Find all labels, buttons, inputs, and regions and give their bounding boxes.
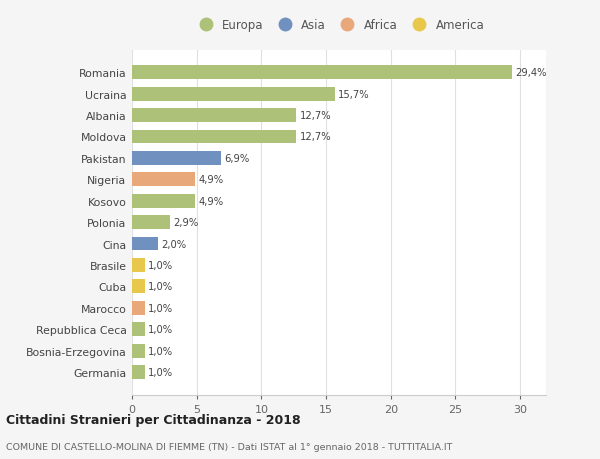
- Text: 2,9%: 2,9%: [173, 218, 198, 228]
- Bar: [132, 194, 196, 208]
- Text: 1,0%: 1,0%: [148, 325, 173, 335]
- Bar: [132, 280, 145, 294]
- Bar: [132, 365, 145, 379]
- Text: 12,7%: 12,7%: [299, 132, 331, 142]
- Text: 1,0%: 1,0%: [148, 260, 173, 270]
- Text: 1,0%: 1,0%: [148, 346, 173, 356]
- Legend: Europa, Asia, Africa, America: Europa, Asia, Africa, America: [190, 15, 488, 35]
- Text: COMUNE DI CASTELLO-MOLINA DI FIEMME (TN) - Dati ISTAT al 1° gennaio 2018 - TUTTI: COMUNE DI CASTELLO-MOLINA DI FIEMME (TN)…: [6, 442, 452, 451]
- Text: 6,9%: 6,9%: [224, 154, 250, 163]
- Bar: [132, 344, 145, 358]
- Text: 2,0%: 2,0%: [161, 239, 186, 249]
- Text: 4,9%: 4,9%: [199, 196, 224, 206]
- Bar: [132, 130, 296, 144]
- Text: 29,4%: 29,4%: [515, 68, 547, 78]
- Bar: [132, 151, 221, 166]
- Bar: [132, 237, 158, 251]
- Text: 4,9%: 4,9%: [199, 175, 224, 185]
- Bar: [132, 66, 512, 80]
- Bar: [132, 109, 296, 123]
- Text: 1,0%: 1,0%: [148, 282, 173, 291]
- Bar: [132, 173, 196, 187]
- Text: 12,7%: 12,7%: [299, 111, 331, 121]
- Bar: [132, 216, 170, 230]
- Bar: [132, 301, 145, 315]
- Bar: [132, 88, 335, 101]
- Text: 1,0%: 1,0%: [148, 303, 173, 313]
- Bar: [132, 258, 145, 272]
- Bar: [132, 323, 145, 336]
- Text: Cittadini Stranieri per Cittadinanza - 2018: Cittadini Stranieri per Cittadinanza - 2…: [6, 413, 301, 426]
- Text: 15,7%: 15,7%: [338, 90, 370, 100]
- Text: 1,0%: 1,0%: [148, 367, 173, 377]
